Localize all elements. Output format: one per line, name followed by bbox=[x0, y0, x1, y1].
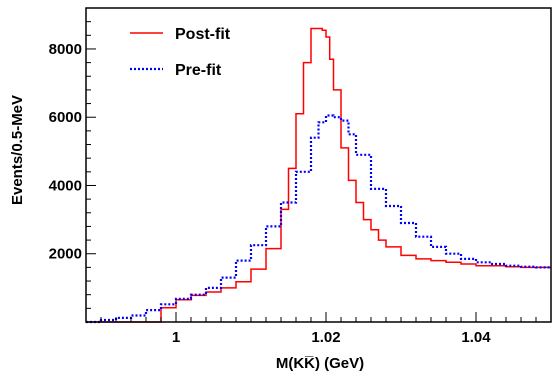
y-tick-label: 8000 bbox=[49, 41, 82, 58]
legend-label-post-fit: Post-fit bbox=[175, 26, 231, 43]
x-axis: 1 1.02 1.04 bbox=[85, 312, 552, 346]
x-tick-label: 1 bbox=[172, 329, 180, 346]
plot-area bbox=[86, 27, 551, 324]
x-tick-label: 1.04 bbox=[461, 329, 491, 346]
x-tick-label: 1.02 bbox=[311, 329, 340, 346]
series-line-post-fit bbox=[86, 27, 551, 323]
y-tick-label: 6000 bbox=[49, 109, 82, 126]
legend-label-pre-fit: Pre-fit bbox=[175, 62, 222, 79]
y-tick-label: 4000 bbox=[49, 177, 82, 194]
legend: Post-fit Pre-fit bbox=[130, 26, 231, 79]
series-line-pre-fit bbox=[86, 114, 551, 324]
y-axis: 2000 4000 6000 8000 bbox=[49, 7, 96, 309]
y-tick-label: 2000 bbox=[49, 246, 82, 263]
x-axis-title: M(KK̅) (GeV) bbox=[276, 355, 364, 372]
y-axis-title: Events/0.5-MeV bbox=[9, 95, 26, 205]
plot-frame bbox=[85, 7, 552, 323]
